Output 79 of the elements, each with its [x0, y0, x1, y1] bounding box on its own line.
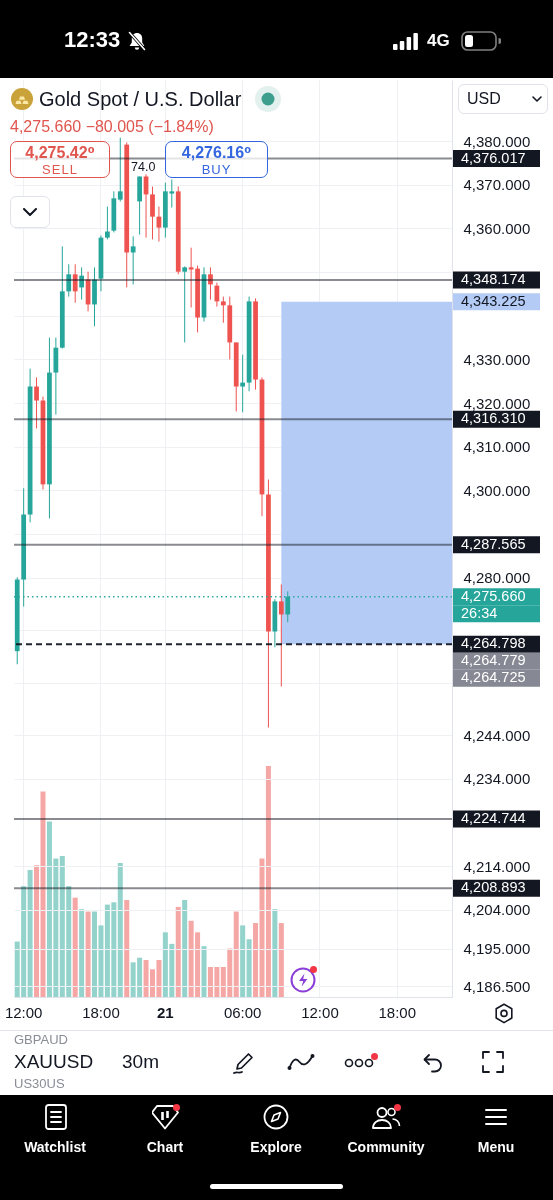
candlestick: [150, 186, 155, 240]
annotation: BUY: [201, 162, 232, 177]
ref-line-label: 4,316.310: [461, 410, 526, 427]
x-tick-label: 12:00: [4, 1003, 43, 1021]
text: 26:34: [461, 604, 498, 621]
bar: [85, 911, 91, 997]
text: XAUUSD: [14, 1051, 94, 1072]
candlestick: [66, 263, 72, 298]
candlestick: [278, 583, 284, 688]
x-tick-label: 12:00: [301, 1003, 339, 1021]
y-tick-label: 4,300.000: [463, 481, 531, 499]
y-tick-label: 4,244.000: [463, 726, 531, 744]
text: Chart: [146, 1139, 184, 1155]
text: US30US: [14, 1076, 65, 1091]
text: Menu: [477, 1139, 515, 1155]
candlestick: [72, 263, 78, 304]
text: 4G: [427, 31, 450, 50]
ref-line-label: 4,224.744: [461, 810, 526, 827]
y-tick-label: 4,370.000: [463, 176, 531, 194]
bar: [27, 869, 33, 997]
bar: [117, 863, 123, 997]
bar: [175, 906, 181, 997]
bar: [278, 923, 284, 997]
text: GBPAUD: [14, 1032, 68, 1047]
y-tick-label: 4,214.000: [463, 857, 531, 875]
y-tick-label: 4,186.500: [463, 977, 531, 995]
x-tick-label: 18:00: [82, 1003, 120, 1021]
y-tick-label: 4,380.000: [463, 132, 531, 150]
candlestick: [240, 354, 246, 413]
text: Watchlist: [24, 1139, 86, 1155]
bar: [265, 766, 271, 997]
candlestick: [79, 266, 85, 301]
bar: [233, 911, 239, 997]
band-label: 4,343.225: [461, 292, 526, 309]
text: 4,264.725: [461, 669, 526, 686]
text: 4,275.660 −80.005 (−1.84%): [10, 118, 214, 135]
text: 12:33: [64, 27, 121, 52]
y-tick-label: 4,330.000: [463, 350, 531, 368]
y-tick-label: 4,204.000: [463, 901, 531, 919]
y-tick-label: 4,360.000: [463, 219, 531, 237]
annotation: 4,276.16⁰: [181, 144, 252, 161]
y-tick-label: 4,234.000: [463, 770, 531, 788]
ref-line-label: 4,275.660: [461, 587, 526, 604]
y-tick-label: 4,320.000: [463, 394, 531, 412]
candlestick: [34, 376, 39, 429]
candlestick: [130, 235, 136, 285]
y-tick-label: 4,280.000: [463, 569, 531, 587]
text: 30m: [122, 1051, 159, 1072]
candlestick: [105, 206, 110, 240]
annotation: SELL: [42, 162, 78, 177]
text: Community: [347, 1139, 425, 1155]
bar: [240, 925, 246, 997]
ref-line-label: 4,208.893: [461, 879, 526, 896]
annotation: 74.0: [131, 160, 156, 174]
ref-line-label: 4,287.565: [461, 535, 526, 552]
x-tick-label: 06:00: [223, 1003, 262, 1021]
y-tick-label: 4,195.000: [463, 940, 531, 958]
annotation: 4,275.42⁰: [25, 144, 95, 161]
candlestick: [182, 265, 188, 343]
x-tick-label: 21: [157, 1003, 174, 1021]
candlestick: [220, 296, 226, 324]
bar: [182, 899, 188, 997]
y-tick-label: 4,310.000: [463, 438, 531, 456]
x-tick-label: 18:00: [378, 1003, 417, 1021]
bar: [79, 909, 85, 997]
bar: [201, 946, 207, 997]
ref-line-label: 4,264.798: [461, 635, 526, 652]
ref-line-label: 4,376.017: [461, 149, 526, 166]
bar: [124, 899, 130, 997]
text: Explore: [250, 1139, 302, 1155]
bar: [272, 909, 278, 997]
bar: [72, 897, 78, 997]
ref-line-label: 4,348.174: [461, 271, 526, 288]
bar: [246, 939, 252, 997]
candlestick: [208, 266, 213, 301]
candlestick: [117, 137, 123, 202]
text: 4,264.779: [461, 652, 526, 669]
chart-title: Gold Spot / U.S. Dollar: [39, 88, 242, 110]
text: USD: [467, 90, 501, 107]
